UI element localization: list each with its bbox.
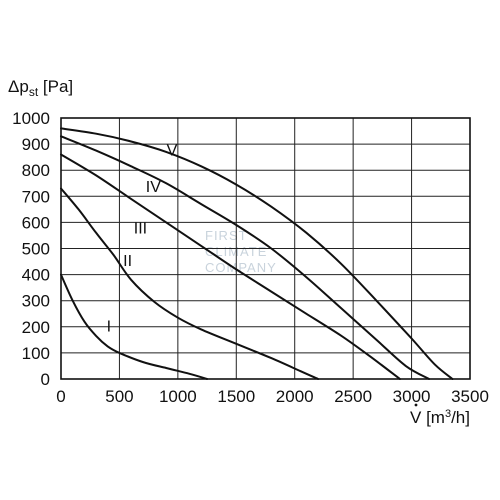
y-axis-label-sub: st [29,85,39,99]
x-tick-label: 3000 [393,387,431,406]
x-tick-label: 1000 [159,387,197,406]
plot-frame [60,117,471,380]
series-label-IV: IV [146,179,161,196]
curve-III [60,153,401,380]
curve-IV [60,135,431,380]
y-axis-label-unit: [Pa] [38,77,73,96]
y-tick-label: 900 [22,135,50,154]
y-tick-label: 600 [22,213,50,232]
x-tick-labels: 0 500 1000 1500 2000 2500 3000 3500 [56,387,489,406]
x-axis-label-unit: [m [421,408,445,427]
x-tick-label: 500 [105,387,133,406]
curve-V [60,127,454,380]
series-label-III: III [134,221,147,238]
y-tick-label: 700 [22,187,50,206]
y-axis-label-main: Δp [8,77,29,96]
y-tick-label: 400 [22,266,50,285]
x-axis-label-main: V [410,408,422,427]
series-label-I: I [107,318,111,335]
grid [60,117,471,380]
x-tick-label: 0 [56,387,65,406]
y-axis-label: Δpst [Pa] [8,77,73,99]
series-label-V: V [167,142,178,159]
x-tick-label: 2000 [276,387,314,406]
watermark-line-1: FIRST [205,228,248,243]
y-tick-label: 1000 [12,109,50,128]
watermark-line-2: CLIMATE [205,244,267,259]
x-tick-label: 1500 [217,387,255,406]
curves [60,127,454,380]
y-tick-label: 100 [22,344,50,363]
curve-I [60,273,209,380]
x-axis-label-sup: 3 [445,408,451,420]
y-tick-label: 0 [41,370,50,389]
x-axis-label-dot [414,403,418,407]
x-axis-label: V [m3/h] [410,403,470,427]
watermark: FIRST CLIMATE COMPANY [205,228,277,275]
y-tick-label: 300 [22,292,50,311]
series-label-II: II [123,253,132,270]
x-tick-label: 2500 [334,387,372,406]
x-axis-label-tail: /h] [451,408,470,427]
curve-II [60,187,320,380]
y-tick-labels: 0 100 200 300 400 500 600 700 800 900 1000 [12,109,50,389]
watermark-line-3: COMPANY [205,260,277,275]
y-tick-label: 500 [22,240,50,259]
svg-text:V [m3/h]: V [m3/h] [410,408,470,427]
y-tick-label: 800 [22,161,50,180]
x-tick-label: 3500 [451,387,489,406]
y-tick-label: 200 [22,318,50,337]
